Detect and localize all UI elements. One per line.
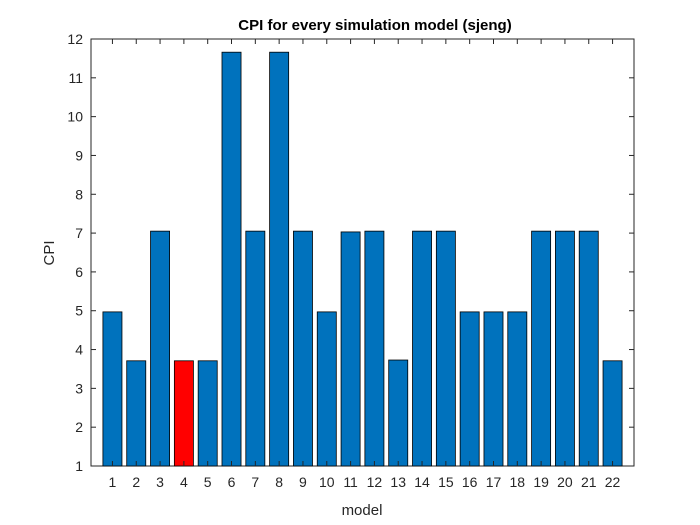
y-tick-label-4: 4 [75,342,83,358]
x-tick-label-11: 11 [343,474,358,490]
x-tick-label-7: 7 [251,474,259,490]
bar-model-10 [316,311,337,467]
x-tick-label-3: 3 [156,474,164,490]
y-tick-label-1: 1 [75,458,83,474]
bar-model-18 [507,311,528,467]
x-tick-label-21: 21 [581,474,597,490]
x-tick-label-2: 2 [132,474,140,490]
x-tick-label-6: 6 [228,474,236,490]
y-tick-label-10: 10 [67,109,83,125]
y-tick-label-9: 9 [75,147,83,163]
y-axis-label: CPI [41,240,58,265]
bar-model-21 [578,230,599,467]
chart-title: CPI for every simulation model (sjeng) [238,17,511,34]
y-tick-label-5: 5 [75,303,83,319]
bar-model-1 [102,311,123,467]
bars-group [102,51,623,467]
bar-model-17 [483,311,504,467]
x-tick-label-14: 14 [414,474,430,490]
bar-model-3 [150,230,170,467]
bar-model-11 [340,231,361,467]
x-tick-label-9: 9 [299,474,307,490]
y-tick-label-12: 12 [67,31,83,47]
x-tick-label-5: 5 [204,474,212,490]
x-tick-label-1: 1 [109,474,117,490]
bar-model-12 [364,230,385,467]
x-axis-label: model [342,502,383,519]
y-tick-label-2: 2 [75,419,83,435]
x-tick-label-19: 19 [533,474,549,490]
x-tick-label-15: 15 [438,474,454,490]
y-tick-label-8: 8 [75,186,83,202]
bar-model-15 [435,230,456,467]
bar-model-14 [412,230,432,467]
bar-model-8 [269,51,290,467]
bar-model-20 [555,230,575,467]
bar-model-13 [388,359,409,467]
bar-model-7 [245,230,266,467]
y-tick-label-6: 6 [75,264,83,280]
y-tick-label-3: 3 [75,380,83,396]
bar-model-22 [602,360,623,467]
y-tick-label-7: 7 [75,225,83,241]
x-tick-label-18: 18 [510,474,526,490]
x-tick-label-13: 13 [390,474,406,490]
y-tick-label-11: 11 [68,70,83,86]
x-tick-label-10: 10 [319,474,335,490]
x-tick-label-22: 22 [605,474,621,490]
bar-model-19 [531,230,552,467]
bar-model-6 [221,51,242,467]
bar-model-5 [197,360,218,467]
x-tick-label-12: 12 [367,474,383,490]
x-tick-label-16: 16 [462,474,478,490]
plot-area [90,38,635,467]
x-tick-label-17: 17 [486,474,502,490]
bar-model-9 [293,230,313,467]
bar-model-16 [459,311,480,467]
x-tick-label-20: 20 [557,474,573,490]
bar-model-4 [173,360,194,467]
x-tick-label-8: 8 [275,474,283,490]
x-tick-label-4: 4 [180,474,188,490]
x-axis: 1 2 3 4 5 6 7 8 9 10 11 12 13 14 15 16 17 18 19 20 21 22 [109,39,621,490]
bar-model-2 [126,360,147,467]
